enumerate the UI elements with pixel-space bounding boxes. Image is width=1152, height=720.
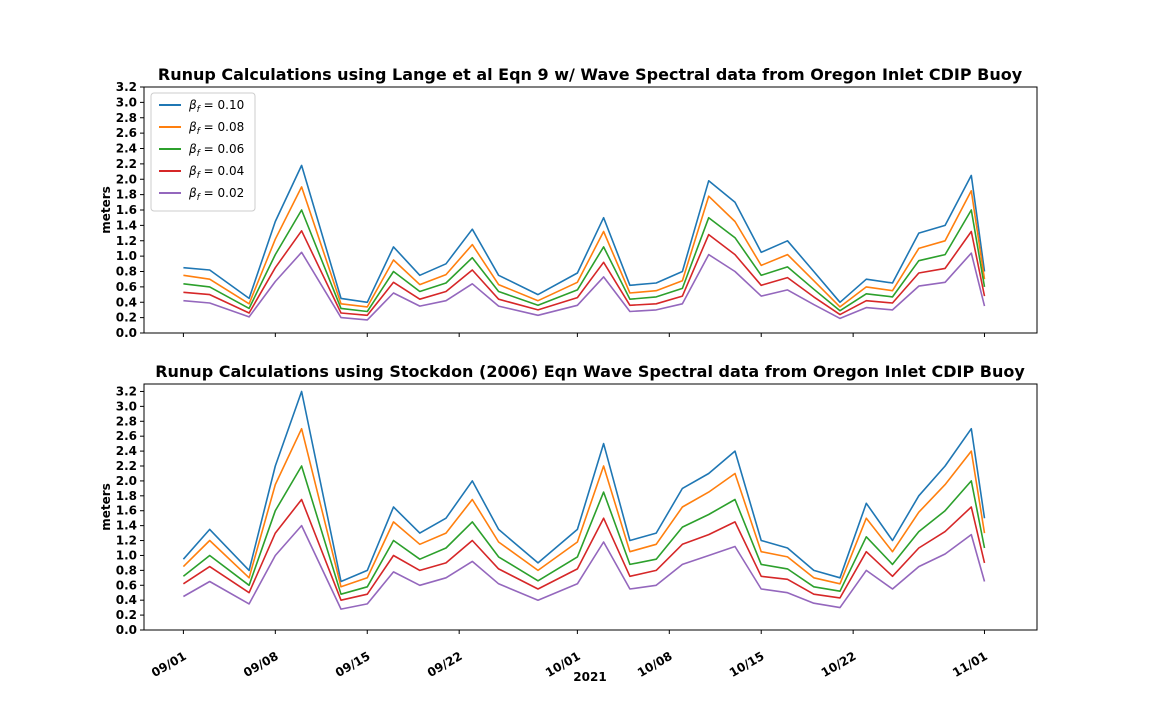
lange-runup-chart: Runup Calculations using Lange et al Eqn… bbox=[99, 65, 1038, 340]
y-tick-label: 1.2 bbox=[116, 234, 137, 248]
series-line-0.02 bbox=[183, 251, 986, 321]
y-axis-label: meters bbox=[99, 186, 113, 234]
legend-entry: βf = 0.08 bbox=[188, 120, 244, 137]
y-tick-label: 0.4 bbox=[116, 295, 137, 309]
y-tick-label: 0.4 bbox=[116, 593, 137, 607]
plot-frame bbox=[143, 86, 1038, 334]
y-tick-label: 2.4 bbox=[116, 142, 137, 156]
y-tick-label: 2.2 bbox=[116, 459, 137, 473]
y-tick-label: 2.6 bbox=[116, 429, 137, 443]
legend: βf = 0.10 βf = 0.08 βf = 0.06 βf = 0.04 βf =… bbox=[150, 92, 256, 212]
y-tick-label: 1.6 bbox=[116, 203, 137, 217]
y-tick-label: 1.8 bbox=[116, 489, 137, 503]
series-line-0.10 bbox=[183, 164, 986, 304]
axis-ticks: 0.00.20.40.60.81.01.21.41.61.82.02.22.42… bbox=[116, 384, 990, 679]
x-tick-label: 09/15 bbox=[333, 649, 373, 680]
series-lines bbox=[183, 164, 986, 321]
y-tick-label: 0.0 bbox=[116, 326, 137, 340]
stockdon-runup-chart: Runup Calculations using Stockdon (2006)… bbox=[99, 362, 1038, 684]
x-tick-label: 10/15 bbox=[727, 649, 767, 680]
y-tick-label: 0.2 bbox=[116, 608, 137, 622]
y-tick-label: 1.8 bbox=[116, 188, 137, 202]
series-line-0.06 bbox=[182, 465, 986, 596]
y-tick-label: 2.2 bbox=[116, 157, 137, 171]
x-tick-label: 11/01 bbox=[950, 649, 990, 680]
y-tick-label: 1.0 bbox=[116, 249, 137, 263]
y-tick-label: 2.0 bbox=[116, 474, 137, 488]
y-tick-label: 1.2 bbox=[116, 534, 137, 548]
y-tick-label: 3.2 bbox=[116, 384, 137, 398]
y-tick-label: 1.4 bbox=[116, 218, 137, 232]
legend-entry: βf = 0.06 bbox=[188, 142, 244, 159]
y-tick-label: 0.2 bbox=[116, 311, 137, 325]
plot-frame bbox=[143, 383, 1038, 631]
y-tick-label: 2.4 bbox=[116, 444, 137, 458]
series-line-0.08 bbox=[182, 427, 986, 588]
y-tick-label: 0.8 bbox=[116, 563, 137, 577]
series-line-0.08 bbox=[183, 186, 986, 308]
legend-entry: βf = 0.10 bbox=[188, 98, 244, 115]
x-tick-label: 09/08 bbox=[241, 649, 281, 680]
series-line-0.06 bbox=[183, 209, 986, 313]
axis-ticks: 0.00.2 0.40.60.8 1.01.2 1.41.61.8 2.02.22.4 2… bbox=[116, 80, 985, 340]
y-tick-label: 0.6 bbox=[116, 280, 137, 294]
x-tick-label: 09/22 bbox=[425, 649, 465, 680]
y-tick-label: 3.2 bbox=[116, 80, 137, 94]
y-tick-label: 1.0 bbox=[116, 548, 137, 562]
chart-title: Runup Calculations using Stockdon (2006)… bbox=[155, 362, 1025, 381]
y-tick-label: 2.8 bbox=[116, 111, 137, 125]
x-tick-label: 09/01 bbox=[149, 649, 189, 680]
x-tick-label: 10/22 bbox=[819, 649, 859, 680]
x-axis-label: 2021 bbox=[573, 670, 606, 684]
series-line-0.02 bbox=[183, 524, 986, 610]
y-tick-label: 1.6 bbox=[116, 504, 137, 518]
y-tick-label: 2.0 bbox=[116, 172, 137, 186]
y-axis-label: meters bbox=[99, 483, 113, 531]
y-tick-label: 0.0 bbox=[116, 623, 137, 637]
series-line-0.04 bbox=[183, 230, 986, 317]
legend-entry: βf = 0.02 bbox=[188, 186, 244, 203]
y-tick-label: 1.4 bbox=[116, 519, 137, 533]
legend-entry: βf = 0.04 bbox=[188, 164, 244, 181]
chart-title: Runup Calculations using Lange et al Eqn… bbox=[158, 65, 1023, 84]
y-tick-label: 3.0 bbox=[116, 399, 137, 413]
series-line-0.04 bbox=[182, 498, 986, 602]
y-tick-label: 0.8 bbox=[116, 265, 137, 279]
y-tick-label: 0.6 bbox=[116, 578, 137, 592]
series-lines bbox=[182, 390, 986, 610]
series-line-0.10 bbox=[182, 390, 986, 583]
x-tick-label: 10/08 bbox=[635, 649, 675, 680]
y-tick-label: 2.8 bbox=[116, 414, 137, 428]
legend-box bbox=[150, 92, 256, 212]
y-tick-label: 2.6 bbox=[116, 126, 137, 140]
y-tick-label: 3.0 bbox=[116, 95, 137, 109]
